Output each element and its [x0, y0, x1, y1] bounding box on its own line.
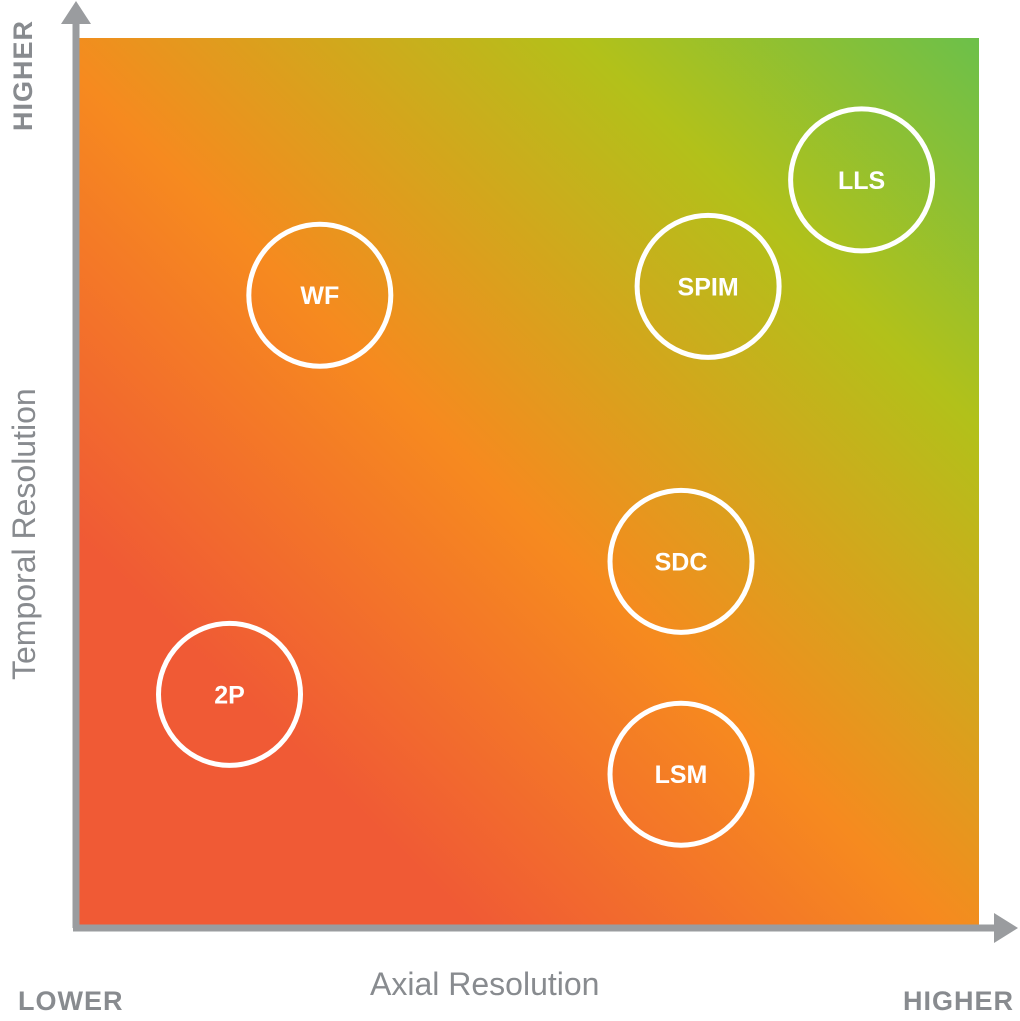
- point-spim: SPIM: [634, 212, 782, 360]
- point-marker: [634, 212, 782, 360]
- point-2p: 2P: [156, 620, 304, 768]
- point-lsm: LSM: [607, 700, 755, 848]
- y-axis-arrow-icon: [61, 1, 91, 24]
- plot-area: [76, 38, 979, 925]
- point-marker: [246, 221, 394, 369]
- point-label: LLS: [838, 167, 885, 195]
- point-lls: LLS: [788, 106, 936, 254]
- y-axis-high-label: HIGHER: [8, 19, 38, 131]
- point-marker: [788, 106, 936, 254]
- axes: [61, 1, 1018, 943]
- point-label: SPIM: [678, 273, 739, 301]
- y-axis-title: Temporal Resolution: [6, 388, 42, 680]
- x-axis-arrow-icon: [994, 913, 1018, 943]
- point-label: SDC: [655, 548, 708, 576]
- point-sdc: SDC: [607, 487, 755, 635]
- point-label: 2P: [214, 681, 245, 709]
- x-axis-title: Axial Resolution: [370, 966, 600, 1002]
- point-marker: [607, 700, 755, 848]
- x-axis-low-label: LOWER: [18, 986, 124, 1016]
- point-label: WF: [300, 282, 339, 310]
- point-marker: [156, 620, 304, 768]
- points-layer: WF SPIM LLS SDC 2P LSM: [156, 106, 936, 848]
- point-marker: [607, 487, 755, 635]
- x-axis-high-label: HIGHER: [902, 986, 1014, 1016]
- point-label: LSM: [655, 761, 708, 789]
- point-wf: WF: [246, 221, 394, 369]
